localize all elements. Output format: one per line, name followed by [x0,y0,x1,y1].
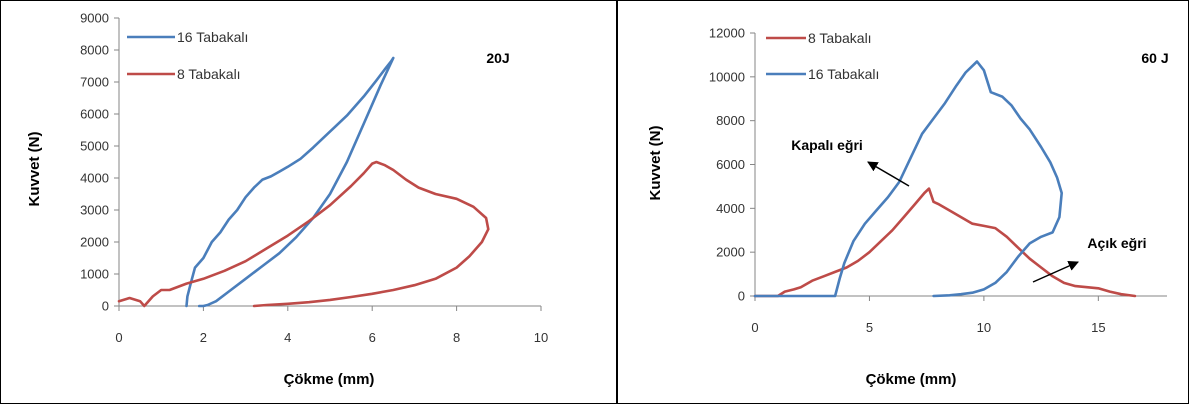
legend-label: 8 Tabakalı [808,30,872,46]
x-tick-label: 0 [751,320,758,335]
y-axis-title: Kuvvet (N) [26,131,43,206]
y-tick-label: 10000 [709,69,745,84]
annotation-label: 20J [486,50,509,66]
x-tick-label: 10 [534,330,548,345]
y-axis-title: Kuvvet (N) [647,125,664,200]
y-tick-label: 3000 [80,203,109,218]
y-tick-label: 5000 [80,139,109,154]
y-tick-label: 12000 [709,26,745,41]
y-tick-label: 4000 [716,201,745,216]
y-tick-label: 1000 [80,267,109,282]
annotation-arrow [1032,261,1079,283]
series-line-8-tabakal- [753,187,1137,298]
x-axis-title: Çökme (mm) [284,371,375,388]
x-tick-label: 5 [866,320,873,335]
annotation-arrow [867,161,910,187]
series-line-16-tabakal- [753,60,1063,298]
x-tick-label: 8 [453,330,460,345]
x-tick-label: 4 [284,330,291,345]
annotation-label: Kapalı eğri [791,137,863,153]
x-tick-label: 15 [1091,320,1105,335]
y-tick-label: 9000 [80,11,109,26]
x-tick-label: 6 [369,330,376,345]
chart-60j: 0 2000 4000 6000 8000 10000 12000 0 5 10 15 Çökme (… [647,26,1169,389]
x-axis-title: Çökme (mm) [866,371,957,388]
y-tick-label: 2000 [716,245,745,260]
series-line-16-tabakal- [185,56,395,308]
annotation-label: Açık eğri [1087,235,1146,251]
y-tick-label: 8000 [80,43,109,58]
y-tick-label: 7000 [80,75,109,90]
y-tick-label: 4000 [80,171,109,186]
chart-20j: 0 1000 2000 3000 4000 5000 6000 7000 8000 9000 0 2 4… [26,11,548,389]
chart-panel-20j: 0 1000 2000 3000 4000 5000 6000 7000 8000 9000 0 2 4… [0,0,617,404]
annotation-label: 60 J [1141,50,1168,66]
legend-label: 16 Tabakalı [177,29,248,45]
legend-label: 8 Tabakalı [177,66,241,82]
y-tick-label: 8000 [716,113,745,128]
y-tick-label: 6000 [716,157,745,172]
y-tick-label: 0 [102,299,109,314]
x-tick-label: 2 [200,330,207,345]
series-line-8-tabakal- [117,160,490,308]
y-tick-label: 6000 [80,107,109,122]
y-tick-label: 0 [738,289,745,304]
x-tick-label: 10 [977,320,991,335]
y-tick-label: 2000 [80,235,109,250]
x-tick-label: 0 [115,330,122,345]
chart-panel-60j: 0 2000 4000 6000 8000 10000 12000 0 5 10 15 Çökme (… [617,0,1189,404]
legend-label: 16 Tabakalı [808,66,879,82]
